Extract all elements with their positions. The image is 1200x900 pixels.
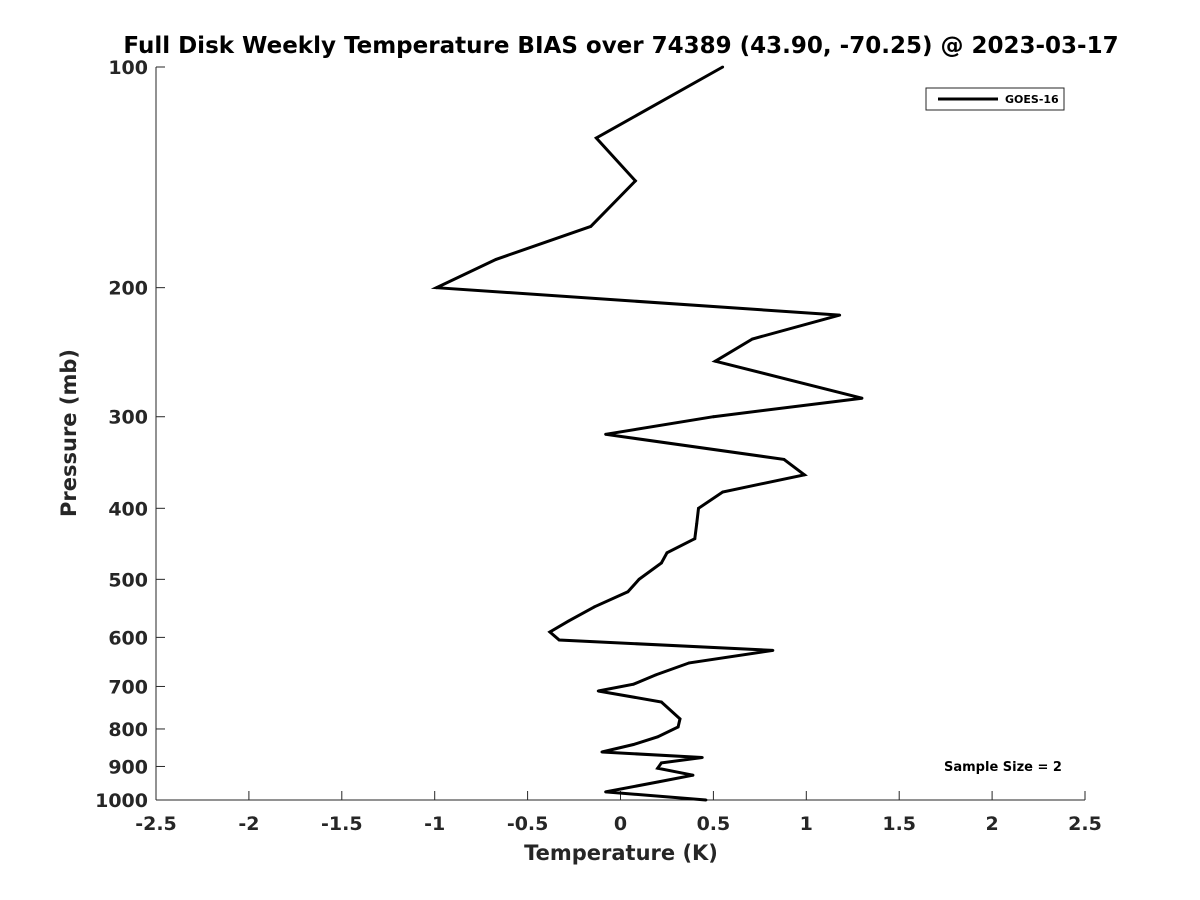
data-point [567, 619, 570, 623]
data-point [656, 780, 660, 784]
y-tick-label: 300 [108, 407, 148, 429]
data-point [860, 396, 864, 400]
data-point [435, 286, 438, 290]
y-tick-label: 900 [108, 756, 148, 778]
y-tick-label: 200 [108, 278, 148, 300]
x-axis-label: Temperature (K) [524, 841, 718, 865]
data-point [634, 179, 637, 183]
series-line-goes-16 [430, 65, 863, 802]
y-tick-label: 600 [108, 627, 148, 649]
x-tick-label: 0 [614, 813, 627, 835]
x-tick-label: 2.5 [1068, 813, 1102, 835]
chart-title: Full Disk Weekly Temperature BIAS over 7… [123, 33, 1118, 59]
data-point [713, 359, 717, 363]
data-point [721, 65, 725, 69]
data-point [494, 258, 498, 261]
data-point [626, 590, 630, 594]
data-point [704, 798, 708, 802]
x-tick-label: -2.5 [135, 813, 177, 835]
data-point [600, 750, 604, 754]
x-tick-label: 2 [985, 813, 998, 835]
x-tick-label: 1.5 [882, 813, 916, 835]
data-point [712, 415, 715, 419]
x-tick-label: -1.5 [321, 813, 363, 835]
data-point [632, 682, 635, 686]
data-point [721, 490, 725, 494]
data-point [697, 506, 700, 510]
data-point [654, 673, 658, 677]
data-point [596, 689, 600, 693]
data-point [660, 561, 663, 565]
data-point [782, 458, 786, 461]
data-point [695, 522, 699, 526]
x-tick-label: -1 [424, 813, 445, 835]
data-point [691, 773, 695, 777]
y-tick-label: 700 [108, 676, 148, 698]
data-point [604, 790, 607, 794]
x-axis-ticks: -2.5 -2 -1.5 -1 -0.5 0 0.5 1 1.5 2 2.5 [135, 791, 1102, 835]
legend-label-goes-16: GOES-16 [1005, 93, 1059, 106]
y-tick-label: 800 [108, 719, 148, 741]
data-point [751, 337, 754, 341]
data-point [593, 605, 596, 609]
x-tick-label: -2 [238, 813, 259, 835]
data-point [771, 649, 775, 652]
y-tick-label: 500 [108, 569, 148, 591]
data-point [656, 766, 660, 770]
data-point [548, 630, 552, 634]
data-point [656, 735, 660, 739]
series-group [430, 65, 864, 802]
data-point [838, 313, 842, 317]
data-point [594, 136, 598, 140]
data-point [557, 638, 561, 642]
data-point [700, 756, 704, 759]
y-tick-label: 400 [108, 498, 148, 520]
data-point [693, 537, 697, 541]
sample-size-annotation: Sample Size = 2 [944, 760, 1062, 775]
data-point [660, 761, 663, 765]
data-point [637, 577, 641, 581]
data-point [687, 661, 691, 665]
data-point [632, 743, 635, 746]
data-point [665, 551, 669, 555]
data-point [678, 717, 682, 721]
data-point [660, 700, 663, 704]
data-point [803, 473, 806, 477]
y-tick-label: 100 [108, 57, 148, 79]
data-point [676, 725, 680, 729]
x-tick-label: 0.5 [697, 813, 731, 835]
data-point [589, 225, 593, 228]
plot-area [156, 67, 1085, 800]
y-axis-label: Pressure (mb) [57, 349, 81, 517]
data-point [604, 432, 607, 436]
x-tick-label: -0.5 [507, 813, 549, 835]
legend: GOES-16 [925, 87, 1065, 111]
y-axis-ticks: 100 200 300 400 500 600 700 800 900 1000 [95, 57, 165, 812]
x-tick-label: 1 [800, 813, 813, 835]
y-tick-label: 1000 [95, 790, 148, 812]
